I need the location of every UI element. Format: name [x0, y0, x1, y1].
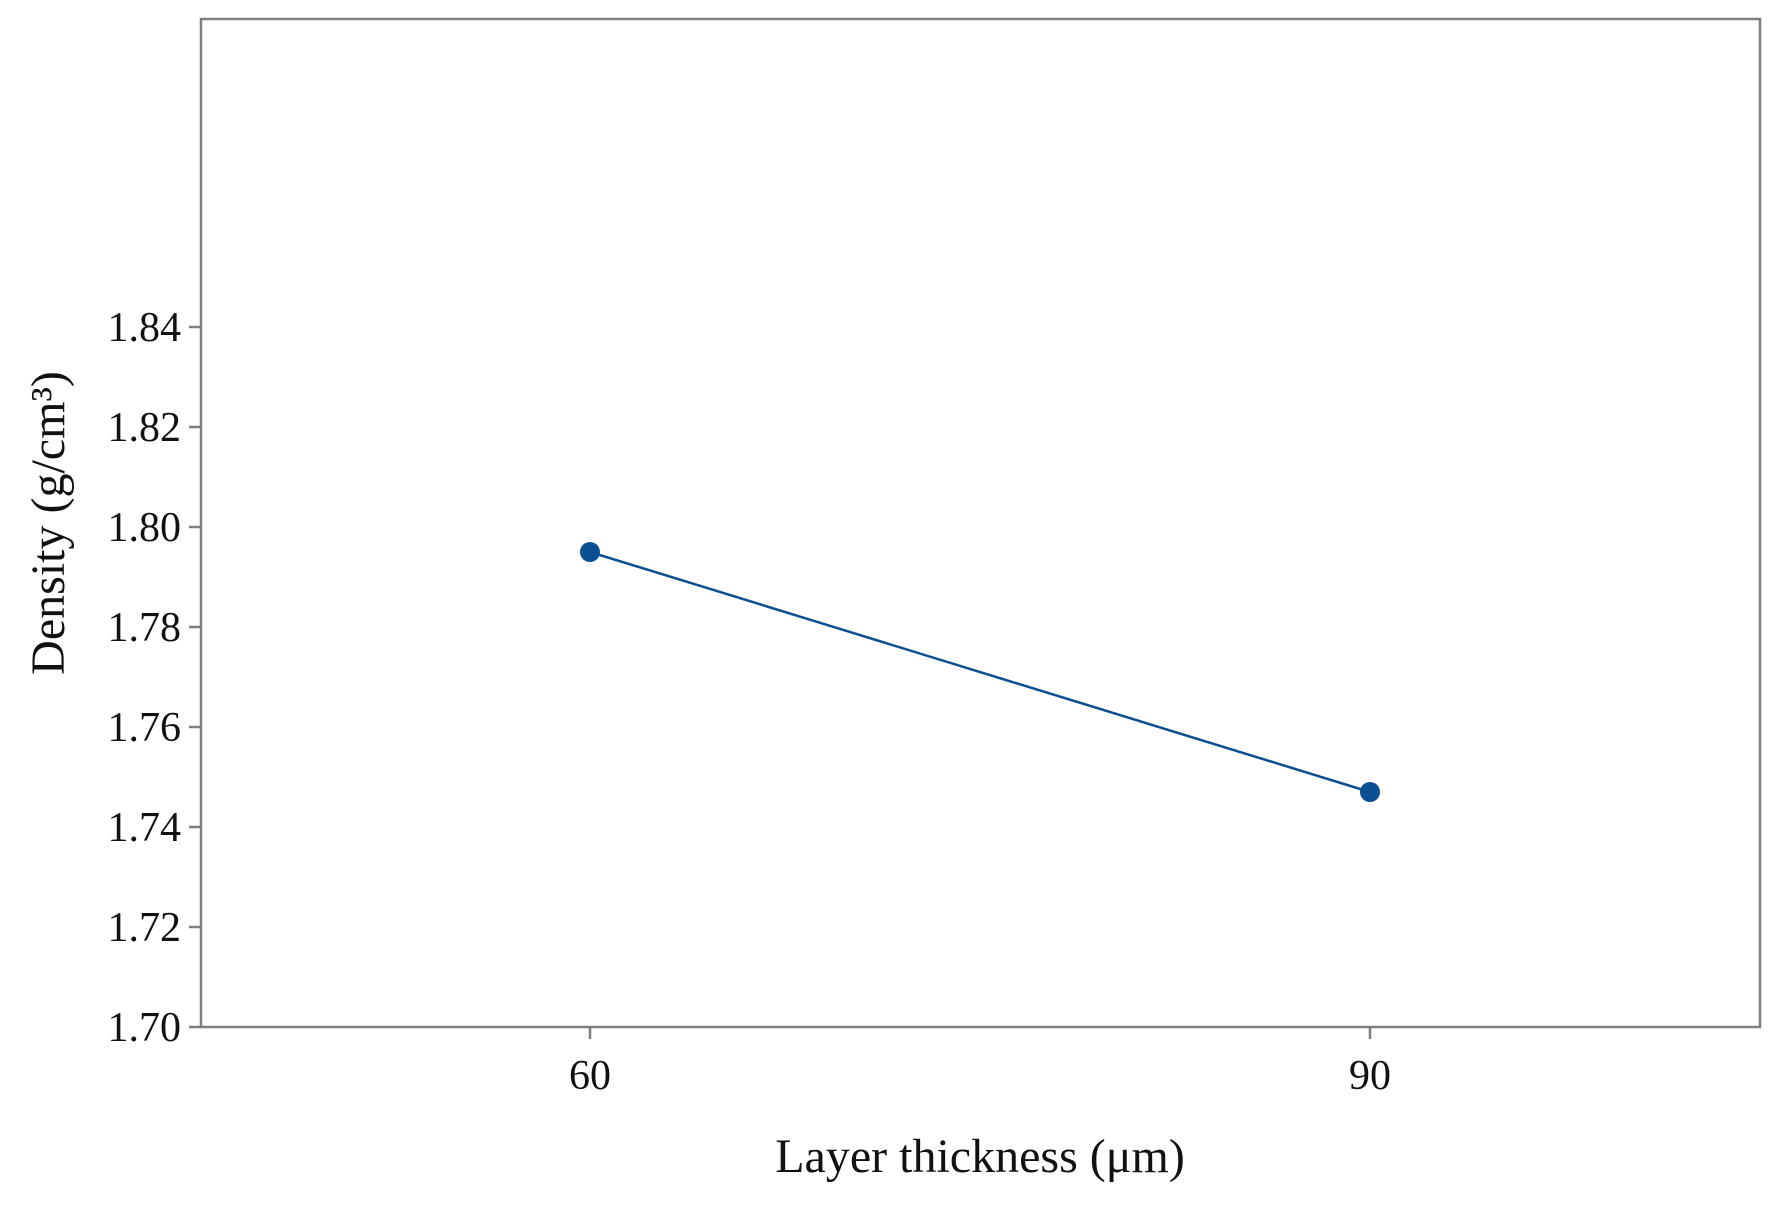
y-tick-label: 1.76 [108, 705, 182, 751]
x-axis: 60 90 [569, 1027, 1391, 1099]
y-tick-label: 1.80 [108, 505, 182, 551]
y-tick-label: 1.82 [108, 405, 182, 451]
series-layer [580, 542, 1380, 802]
y-tick-label: 1.74 [108, 805, 182, 851]
y-tick-label: 1.70 [108, 1005, 182, 1051]
data-point [580, 542, 600, 562]
y-axis-title: Density (g/cm³) [22, 371, 75, 675]
series-line [589, 550, 1371, 794]
x-axis-title: Layer thickness (μm) [775, 1130, 1185, 1183]
x-tick-label: 90 [1349, 1053, 1391, 1099]
y-tick-label: 1.84 [108, 305, 182, 351]
data-point [1360, 782, 1380, 802]
y-axis: 1.70 1.72 1.74 1.76 1.78 1.80 1.82 1.84 [108, 305, 201, 1051]
y-tick-label: 1.78 [108, 605, 182, 651]
plot-frame [199, 17, 1762, 1029]
x-tick-label: 60 [569, 1053, 611, 1099]
y-tick-label: 1.72 [108, 905, 182, 951]
